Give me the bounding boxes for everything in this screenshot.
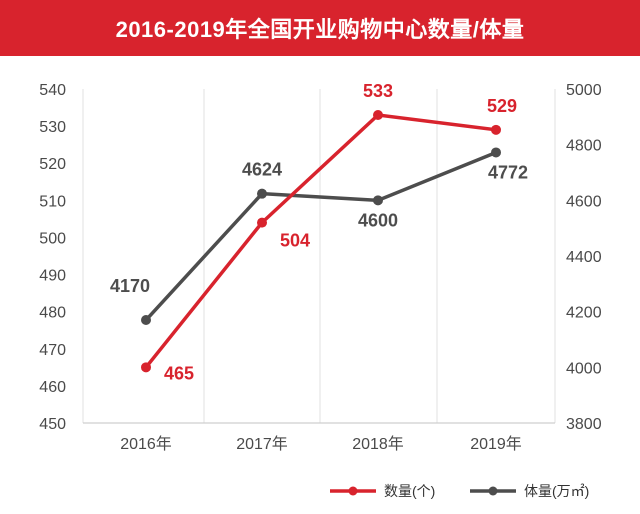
data-label-layer: 4170 4624 4600 4772 465 504 533 529	[110, 81, 528, 383]
left-axis: 450 460 470 480 490 500 510 520 530 540	[39, 82, 66, 433]
right-axis-tick-label: 4000	[566, 360, 602, 377]
right-axis-tick-label: 4600	[566, 193, 602, 210]
data-label-volume: 4772	[488, 162, 528, 182]
left-axis-tick-label: 490	[39, 268, 66, 285]
left-axis-tick-label: 460	[39, 379, 66, 396]
data-point-count	[491, 124, 501, 135]
x-axis: 2016年 2017年 2018年 2019年	[120, 435, 522, 453]
title-bar: 2016-2019年全国开业购物中心数量/体量	[0, 0, 640, 56]
data-point-count	[141, 362, 151, 373]
left-axis-tick-label: 480	[39, 305, 66, 322]
chart-title: 2016-2019年全国开业购物中心数量/体量	[115, 17, 525, 42]
data-label-count: 504	[280, 231, 310, 251]
right-axis: 3800 4000 4200 4400 4600 4800 5000	[566, 82, 602, 433]
data-label-count: 529	[487, 96, 517, 116]
left-axis-tick-label: 540	[39, 82, 66, 99]
legend: 数量(个) 体量(万㎡)	[330, 483, 589, 499]
left-axis-tick-label: 510	[39, 193, 66, 210]
line-chart: 450 460 470 480 490 500 510 520 530 540 3800 4000 4…	[39, 81, 602, 499]
right-axis-tick-label: 3800	[566, 416, 602, 433]
data-label-count: 465	[164, 363, 194, 383]
x-axis-tick-label: 2019年	[470, 435, 522, 453]
legend-label: 体量(万㎡)	[524, 483, 589, 499]
left-axis-tick-label: 520	[39, 156, 66, 173]
data-point-volume	[257, 188, 267, 199]
x-axis-tick-label: 2018年	[352, 435, 404, 453]
data-label-volume: 4170	[110, 276, 150, 296]
data-point-volume	[373, 195, 383, 206]
right-axis-tick-label: 5000	[566, 82, 602, 99]
grid-layer	[82, 89, 556, 424]
left-axis-tick-label: 530	[39, 119, 66, 136]
right-axis-tick-label: 4400	[566, 249, 602, 266]
left-axis-tick-label: 500	[39, 230, 66, 247]
data-label-count: 533	[363, 81, 393, 101]
left-axis-tick-label: 470	[39, 342, 66, 359]
data-point-volume	[141, 315, 151, 326]
legend-swatch-marker	[488, 486, 498, 496]
left-axis-tick-label: 450	[39, 416, 66, 433]
data-label-volume: 4624	[242, 160, 282, 180]
legend-swatch-marker	[348, 486, 358, 496]
legend-label: 数量(个)	[384, 483, 435, 499]
x-axis-tick-label: 2016年	[120, 435, 172, 453]
series-line-volume	[144, 150, 497, 322]
data-point-volume	[491, 147, 501, 158]
data-point-count	[373, 109, 383, 120]
data-point-count	[257, 217, 267, 228]
series-line-count	[144, 113, 497, 369]
right-axis-tick-label: 4800	[566, 138, 602, 155]
right-axis-tick-label: 4200	[566, 305, 602, 322]
data-label-volume: 4600	[358, 210, 398, 230]
series-layer	[141, 109, 501, 373]
x-axis-tick-label: 2017年	[236, 435, 288, 453]
